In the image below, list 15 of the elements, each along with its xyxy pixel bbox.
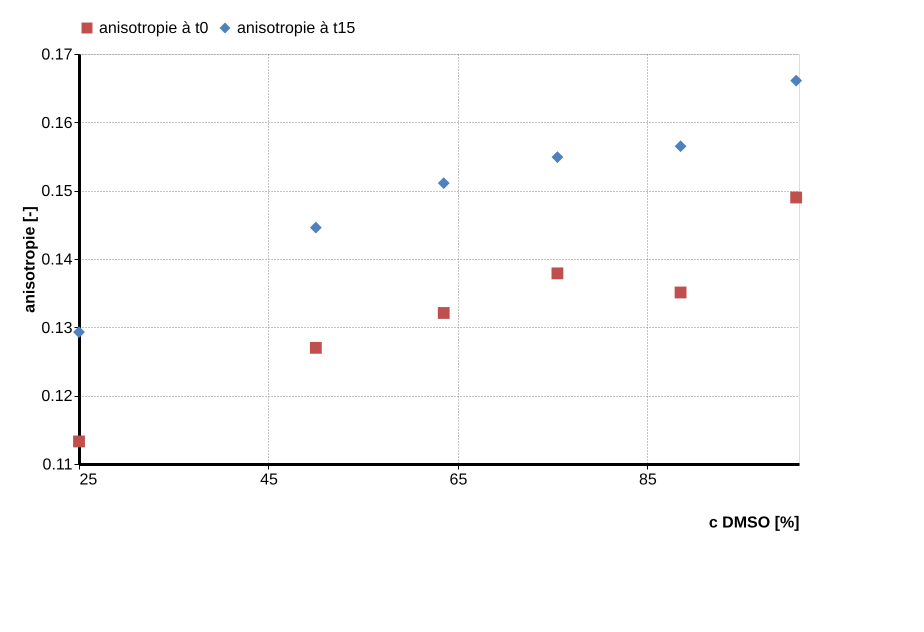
x-tick-label: 65: [450, 472, 468, 488]
y-tick-label: 0.12: [41, 388, 73, 406]
y-tick-label: 0.17: [41, 46, 73, 64]
y-tick-label: 0.15: [41, 183, 73, 200]
legend-label: anisotropie à t0: [99, 20, 209, 37]
legend-label: anisotropie à t15: [237, 20, 356, 37]
x-tick-label: 25: [80, 472, 98, 488]
x-axis-title: c DMSO [%]: [708, 514, 800, 532]
y-tick-label: 0.14: [41, 252, 73, 268]
x-tick-label: 45: [260, 472, 278, 488]
x-tick-label: 85: [639, 472, 657, 488]
y-tick-label: 0.11: [42, 456, 73, 474]
y-tick-label: 0.16: [41, 114, 73, 132]
y-tick-label: 0.13: [41, 320, 73, 337]
y-axis-title: anisotropie [-]: [21, 206, 38, 313]
